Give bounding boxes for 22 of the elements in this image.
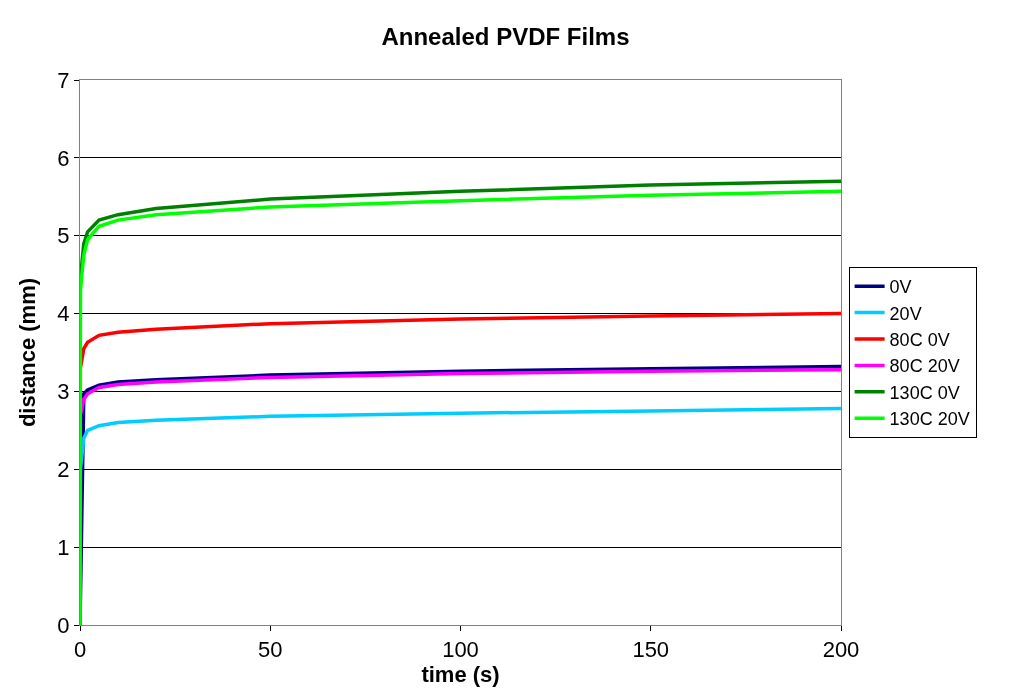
legend-label: 80C 0V [889, 330, 950, 351]
y-tick-label: 3 [57, 379, 70, 405]
legend-label: 130C 20V [889, 409, 970, 430]
x-tick-label: 200 [822, 637, 860, 663]
legend-label: 80C 20V [889, 356, 960, 377]
y-tick-label: 0 [57, 612, 70, 638]
y-tick-label: 4 [57, 301, 70, 327]
x-tick-label: 100 [442, 637, 479, 663]
y-tick-label: 7 [57, 67, 70, 93]
x-tick-label: 50 [258, 637, 283, 663]
y-axis-title: distance (mm) [15, 277, 41, 428]
x-tick-label: 0 [73, 637, 87, 663]
y-tick-label: 5 [57, 223, 70, 249]
legend-label: 20V [889, 303, 922, 324]
chart-title: Annealed PVDF Films [381, 22, 630, 50]
legend-label: 130C 0V [889, 382, 960, 403]
y-tick-label: 2 [57, 456, 70, 482]
legend-label: 0V [889, 277, 912, 298]
y-tick-label: 6 [57, 145, 70, 171]
x-axis-title: time (s) [421, 662, 500, 688]
x-tick-label: 150 [632, 637, 670, 663]
y-tick-label: 1 [57, 534, 70, 560]
